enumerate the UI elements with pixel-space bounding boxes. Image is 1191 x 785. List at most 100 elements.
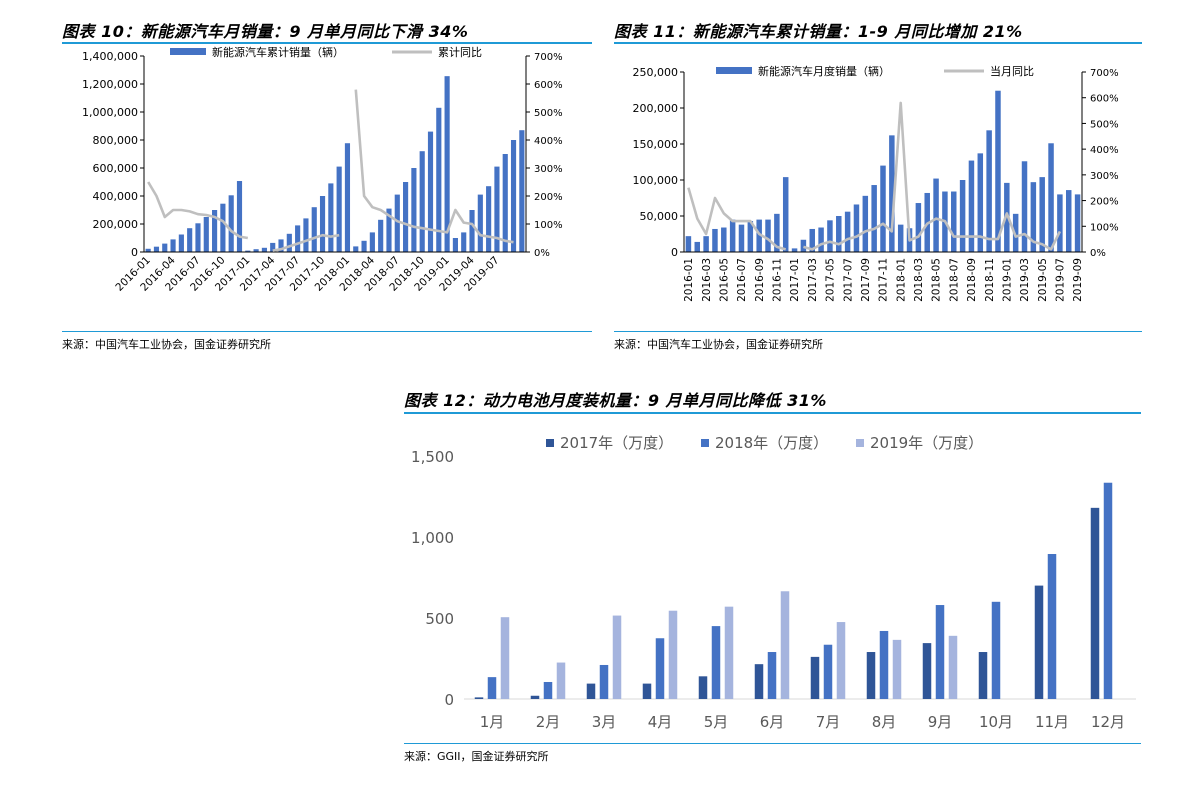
x-tick-label: 2018-11: [984, 258, 996, 302]
bar: [978, 652, 988, 699]
y-right-tick-label: 700%: [1090, 68, 1119, 79]
bar: [1103, 482, 1113, 699]
bar: [823, 644, 833, 699]
figure-12: 图表 12：动力电池月度装机量：9 月单月同比降低 31% 0 500 1,000 1…: [404, 387, 1141, 777]
bar: [1039, 177, 1045, 252]
y-right-tick-label: 400%: [1090, 145, 1119, 156]
y-right-tick-label: 700%: [534, 52, 563, 63]
x-tick-label: 6月: [760, 713, 785, 731]
figure-10-chart: 0 200,000 400,000 600,000 800,000 1,000,000 1,…: [82, 45, 563, 294]
y-right-tick-label: 100%: [1090, 222, 1119, 233]
bar: [809, 228, 815, 252]
yoy-line: [147, 181, 249, 240]
y-right-tick-label: 600%: [1090, 94, 1119, 105]
bar: [694, 241, 701, 252]
legend-label: 2019年（万度）: [870, 434, 983, 452]
y-right-tick-label: 200%: [1090, 197, 1119, 208]
bar: [897, 224, 904, 252]
x-tick-label: 2019-07: [1055, 258, 1067, 302]
figure-11-bottom-rule: [614, 331, 1142, 332]
x-tick-label: 2016-09: [754, 258, 766, 302]
bar: [1090, 507, 1100, 699]
figure-12-chart: 0 500 1,000 1,500 1月 2月 3月 4月 5月 6月 7月 8月 9月 10月 11月 12…: [411, 434, 1136, 731]
bar: [236, 181, 243, 252]
bar: [386, 208, 392, 252]
bar: [452, 238, 458, 252]
bar: [729, 219, 736, 252]
bar: [486, 186, 492, 252]
bar: [836, 622, 846, 699]
figure-10-title: 图表 10：新能源汽车月销量：9 月单月同比下滑 34%: [62, 22, 469, 41]
bar: [711, 626, 721, 699]
bar: [1057, 194, 1063, 252]
x-tick-label: 2016-01: [683, 258, 695, 302]
figure-11-source: 来源：中国汽车工业协会，国金证券研究所: [614, 338, 823, 351]
bar: [844, 211, 851, 252]
y-left-tick-label: 50,000: [640, 210, 679, 223]
bar: [756, 219, 762, 252]
bar: [411, 168, 417, 252]
y-left-tick-label: 600,000: [93, 162, 139, 175]
bar: [892, 639, 902, 699]
figure-10-bottom-rule: [62, 331, 592, 332]
bar: [519, 130, 525, 252]
bar: [500, 617, 510, 699]
bar: [948, 635, 958, 699]
bar: [721, 227, 727, 252]
bar: [951, 191, 957, 252]
bar: [361, 240, 367, 252]
y-left-tick-label: 0: [671, 246, 678, 259]
y-left-tick-label: 1,000,000: [82, 106, 138, 119]
y-left-tick-label: 400,000: [93, 190, 139, 203]
x-tick-label: 2016-07: [736, 258, 748, 302]
bar: [487, 677, 497, 699]
yoy-line: [803, 101, 1062, 251]
bar: [800, 239, 807, 252]
x-tick-label: 2017-11: [878, 258, 890, 302]
bar: [319, 196, 326, 252]
x-tick-label: 2016-03: [701, 258, 713, 302]
y-left-tick-label: 100,000: [633, 174, 679, 187]
x-tick-label: 2018-01: [895, 258, 907, 302]
bar: [765, 219, 771, 252]
bar: [915, 203, 922, 252]
bar: [419, 151, 425, 252]
legend-line-label: 当月同比: [990, 64, 1034, 78]
bar: [738, 224, 745, 252]
bar: [153, 246, 160, 252]
y-tick-label: 500: [425, 610, 454, 628]
bar: [353, 246, 359, 252]
bar: [599, 664, 609, 699]
bar: [668, 610, 678, 699]
x-tick-label: 10月: [979, 713, 1013, 731]
bar: [933, 178, 939, 252]
bar: [810, 656, 820, 699]
bar: [494, 166, 500, 252]
y-right-tick-label: 500%: [534, 108, 563, 119]
bar: [474, 697, 484, 699]
bar: [1065, 190, 1072, 252]
figure-10-top-rule: [62, 42, 592, 44]
x-tick-label: 2018-03: [913, 258, 925, 302]
figure-12-bottom-rule: [404, 743, 1141, 744]
figure-12-source: 来源：GGII，国金证券研究所: [404, 750, 549, 763]
legend-bar-label: 新能源汽车累计销量（辆）: [212, 45, 344, 59]
y-tick-label: 0: [444, 691, 454, 709]
bar: [922, 643, 932, 699]
bar: [212, 210, 218, 252]
bar: [782, 177, 789, 252]
figure-10-source: 来源：中国汽车工业协会，国金证券研究所: [62, 338, 271, 351]
x-tick-label: 2017-07: [842, 258, 854, 302]
bar: [245, 250, 251, 252]
x-tick-label: 2019-05: [1037, 258, 1049, 302]
bar: [170, 239, 176, 252]
y-tick-label: 1,000: [411, 529, 454, 547]
yoy-line: [687, 187, 787, 251]
bar: [461, 232, 467, 252]
y-left-tick-label: 0: [131, 246, 138, 259]
bar: [502, 154, 508, 252]
bar: [295, 225, 301, 252]
bar: [311, 207, 317, 252]
bar: [253, 249, 259, 252]
y-left-tick-label: 1,200,000: [82, 78, 138, 91]
